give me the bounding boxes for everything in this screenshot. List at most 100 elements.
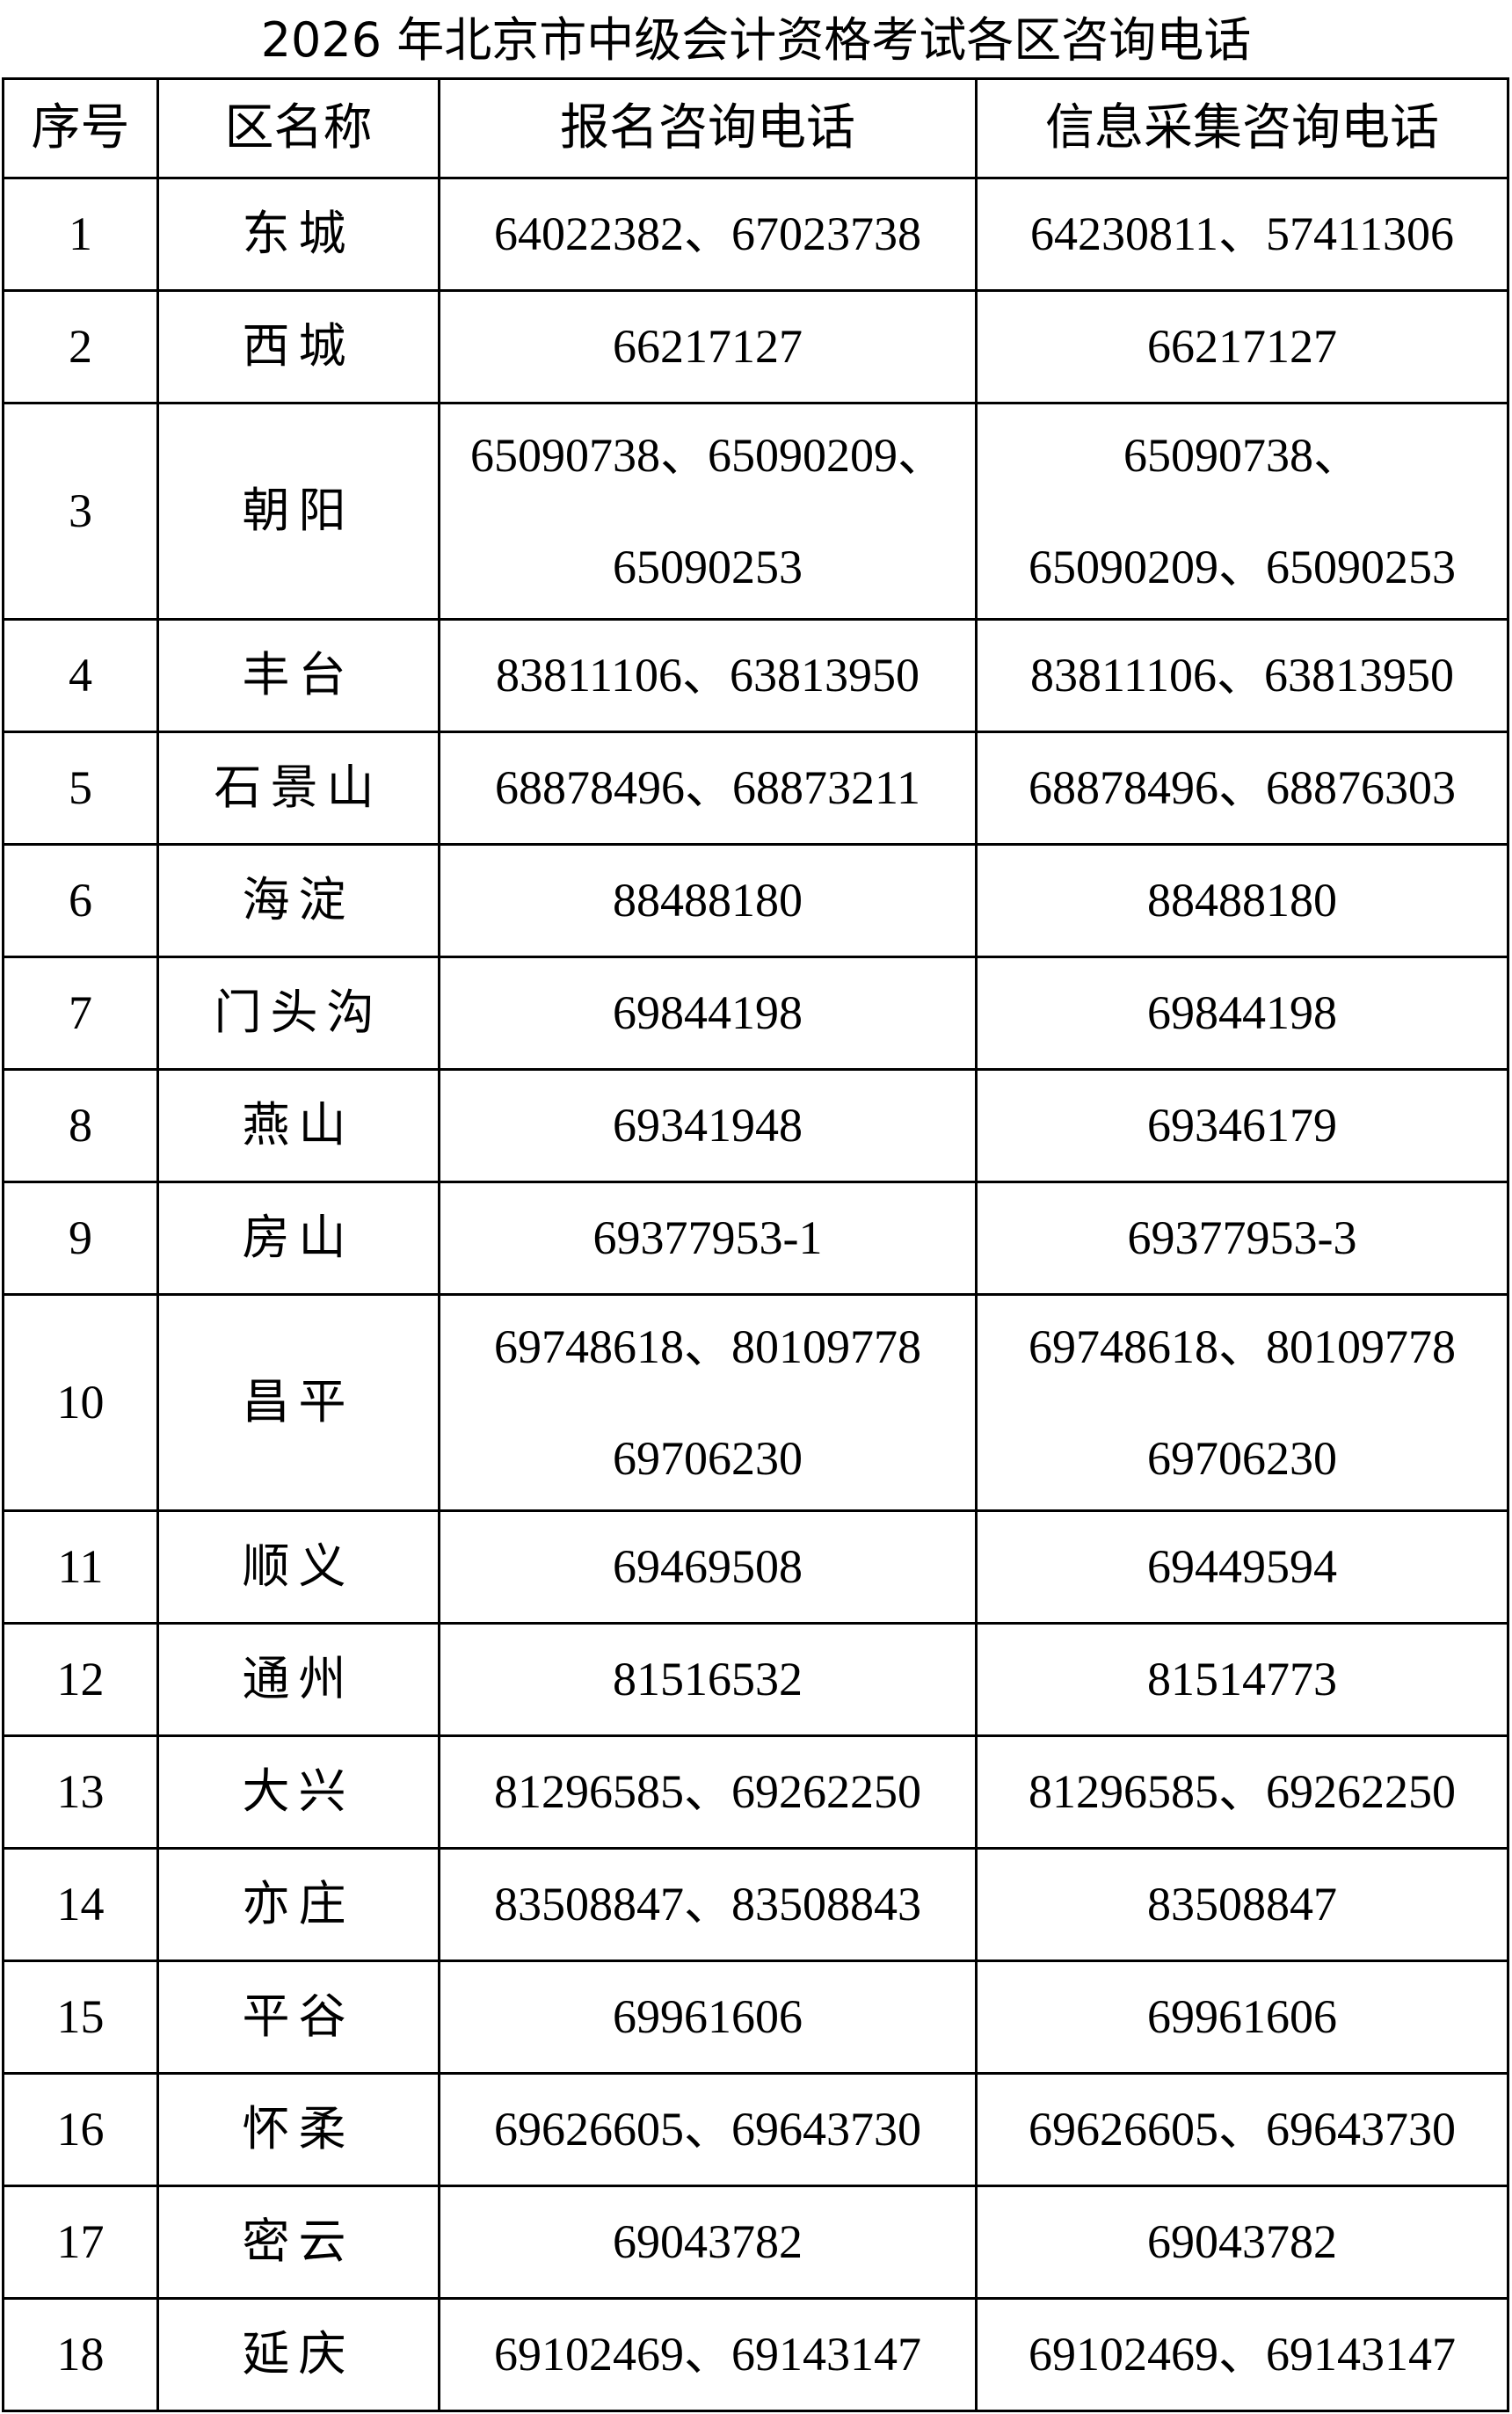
table-row: 8 燕山 69341948 69346179: [2, 1068, 1509, 1183]
phone-number: 69341948: [613, 1099, 803, 1152]
table-row: 6 海淀 88488180 88488180: [2, 843, 1509, 958]
phone-number: 81516532: [613, 1653, 803, 1706]
table-row: 16 怀柔 69626605、69643730 69626605、69643730: [2, 2072, 1509, 2187]
phone-number: 69469508: [613, 1540, 803, 1594]
registration-phone-cell: 69961606: [438, 1960, 978, 2075]
phone-number: 65090253: [613, 540, 803, 593]
info-phone-cell: 66217127: [975, 289, 1509, 404]
registration-phone-cell: 81516532: [438, 1622, 978, 1737]
registration-phone-cell: 88488180: [438, 843, 978, 958]
registration-phone-cell: 83811106、63813950: [438, 618, 978, 733]
table-row: 14 亦庄 83508847、83508843 83508847: [2, 1847, 1509, 1962]
phone-number: 69626605、69643730: [1029, 2103, 1456, 2156]
info-phone-cell: 69449594: [975, 1509, 1509, 1625]
phone-number: 88488180: [1147, 874, 1337, 927]
table-row: 18 延庆 69102469、69143147 69102469、69143147: [2, 2297, 1509, 2412]
district-name: 昌平: [156, 1293, 440, 1512]
table-row: 9 房山 69377953-1 69377953-3: [2, 1181, 1509, 1296]
header-row: 序号 区名称 报名咨询电话 信息采集咨询电话: [2, 77, 1509, 179]
table-row: 12 通州 81516532 81514773: [2, 1622, 1509, 1737]
phone-number: 69748618、80109778: [1029, 1320, 1456, 1374]
header-registration-phone: 报名咨询电话: [438, 77, 978, 179]
contact-table: 序号 区名称 报名咨询电话 信息采集咨询电话 1 东城 64022382、67023…: [2, 77, 1509, 2412]
row-number: 10: [2, 1293, 159, 1512]
registration-phone-cell: 83508847、83508843: [438, 1847, 978, 1962]
phone-number: 83508847、83508843: [494, 1878, 921, 1931]
registration-phone-cell: 69626605、69643730: [438, 2072, 978, 2187]
phone-number: 69377953-1: [592, 1211, 823, 1265]
registration-phone-cell: 64022382、67023738: [438, 177, 978, 292]
district-name: 门头沟: [156, 956, 440, 1071]
phone-number: 68878496、68873211: [495, 761, 920, 815]
table-row: 11 顺义 69469508 69449594: [2, 1509, 1509, 1625]
district-name: 海淀: [156, 843, 440, 958]
phone-number: 69844198: [613, 986, 803, 1040]
phone-number: 69102469、69143147: [1029, 2328, 1456, 2381]
row-number: 11: [2, 1509, 159, 1625]
table-row: 3 朝阳 65090738、65090209、 65090253 65090738、 65…: [2, 402, 1509, 621]
registration-phone-cell: 81296585、69262250: [438, 1734, 978, 1850]
registration-phone-cell: 69469508: [438, 1509, 978, 1625]
info-phone-cell: 83811106、63813950: [975, 618, 1509, 733]
district-name: 朝阳: [156, 402, 440, 621]
district-name: 亦庄: [156, 1847, 440, 1962]
row-number: 16: [2, 2072, 159, 2187]
info-phone-cell: 88488180: [975, 843, 1509, 958]
table-row: 1 东城 64022382、67023738 64230811、57411306: [2, 177, 1509, 292]
row-number: 18: [2, 2297, 159, 2412]
phone-number: 69377953-3: [1127, 1211, 1357, 1265]
phone-number: 69961606: [1147, 1990, 1337, 2044]
row-number: 14: [2, 1847, 159, 1962]
info-phone-cell: 64230811、57411306: [975, 177, 1509, 292]
phone-number: 81296585、69262250: [494, 1765, 921, 1819]
header-info-phone: 信息采集咨询电话: [975, 77, 1509, 179]
phone-number: 65090738、65090209、: [470, 429, 945, 483]
row-number: 9: [2, 1181, 159, 1296]
row-number: 5: [2, 731, 159, 846]
row-number: 13: [2, 1734, 159, 1850]
header-district: 区名称: [156, 77, 440, 179]
phone-number: 69961606: [613, 1990, 803, 2044]
phone-number: 65090209、65090253: [1029, 540, 1456, 593]
row-number: 17: [2, 2185, 159, 2300]
registration-phone-cell: 69748618、80109778 69706230: [438, 1293, 978, 1512]
phone-number: 88488180: [613, 874, 803, 927]
registration-phone-cell: 69043782: [438, 2185, 978, 2300]
phone-number: 69626605、69643730: [494, 2103, 921, 2156]
info-phone-cell: 83508847: [975, 1847, 1509, 1962]
table-body: 1 东城 64022382、67023738 64230811、57411306 2 西城…: [2, 177, 1509, 2412]
row-number: 4: [2, 618, 159, 733]
phone-number: 66217127: [613, 320, 803, 374]
phone-number: 81296585、69262250: [1029, 1765, 1456, 1819]
phone-number: 69043782: [613, 2215, 803, 2269]
district-name: 丰台: [156, 618, 440, 733]
row-number: 6: [2, 843, 159, 958]
info-phone-cell: 81514773: [975, 1622, 1509, 1737]
registration-phone-cell: 68878496、68873211: [438, 731, 978, 846]
phone-number: 69102469、69143147: [494, 2328, 921, 2381]
row-number: 7: [2, 956, 159, 1071]
table-row: 17 密云 69043782 69043782: [2, 2185, 1509, 2300]
phone-number: 81514773: [1147, 1653, 1337, 1706]
row-number: 2: [2, 289, 159, 404]
phone-number: 69706230: [1147, 1431, 1337, 1485]
registration-phone-cell: 69341948: [438, 1068, 978, 1183]
header-number: 序号: [2, 77, 159, 179]
phone-number: 69043782: [1147, 2215, 1337, 2269]
info-phone-cell: 65090738、 65090209、65090253: [975, 402, 1509, 621]
phone-number: 83811106、63813950: [496, 649, 920, 702]
table-row: 10 昌平 69748618、80109778 69706230 69748618、80…: [2, 1293, 1509, 1512]
row-number: 8: [2, 1068, 159, 1183]
district-name: 燕山: [156, 1068, 440, 1183]
registration-phone-cell: 69102469、69143147: [438, 2297, 978, 2412]
row-number: 12: [2, 1622, 159, 1737]
phone-number: 65090738、: [1123, 429, 1361, 483]
registration-phone-cell: 69844198: [438, 956, 978, 1071]
table-row: 7 门头沟 69844198 69844198: [2, 956, 1509, 1071]
district-name: 顺义: [156, 1509, 440, 1625]
phone-number: 69706230: [613, 1431, 803, 1485]
district-name: 怀柔: [156, 2072, 440, 2187]
info-phone-cell: 69346179: [975, 1068, 1509, 1183]
info-phone-cell: 69102469、69143147: [975, 2297, 1509, 2412]
table-row: 2 西城 66217127 66217127: [2, 289, 1509, 404]
